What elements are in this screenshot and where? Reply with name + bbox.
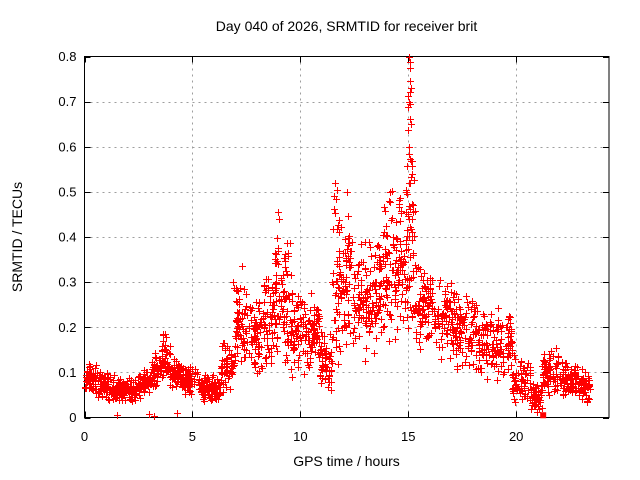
- y-tick-label: 0.1: [58, 365, 76, 380]
- x-tick-label: 15: [401, 429, 415, 444]
- x-axis-label: GPS time / hours: [293, 453, 400, 469]
- x-tick-label: 0: [81, 429, 88, 444]
- flagged-point: [540, 412, 547, 419]
- y-tick-label: 0.8: [58, 49, 76, 64]
- x-tick-label: 20: [509, 429, 523, 444]
- y-tick-label: 0.6: [58, 139, 76, 154]
- y-tick-label: 0: [69, 410, 76, 425]
- y-tick-label: 0.7: [58, 94, 76, 109]
- x-tick-label: 10: [293, 429, 307, 444]
- axis-ticks: [84, 56, 609, 419]
- chart-title: Day 040 of 2026, SRMTID for receiver bri…: [215, 18, 478, 34]
- x-tick-label: 5: [189, 429, 196, 444]
- y-tick-label: 0.4: [58, 230, 76, 245]
- data-points: [82, 54, 594, 420]
- tick-labels: 0 5 10 15 20 0 0.1 0.2 0.3 0.4 0.5 0.6 0.7 0.8: [58, 49, 523, 444]
- y-tick-label: 0.2: [58, 320, 76, 335]
- y-tick-label: 0.3: [58, 275, 76, 290]
- y-tick-label: 0.5: [58, 184, 76, 199]
